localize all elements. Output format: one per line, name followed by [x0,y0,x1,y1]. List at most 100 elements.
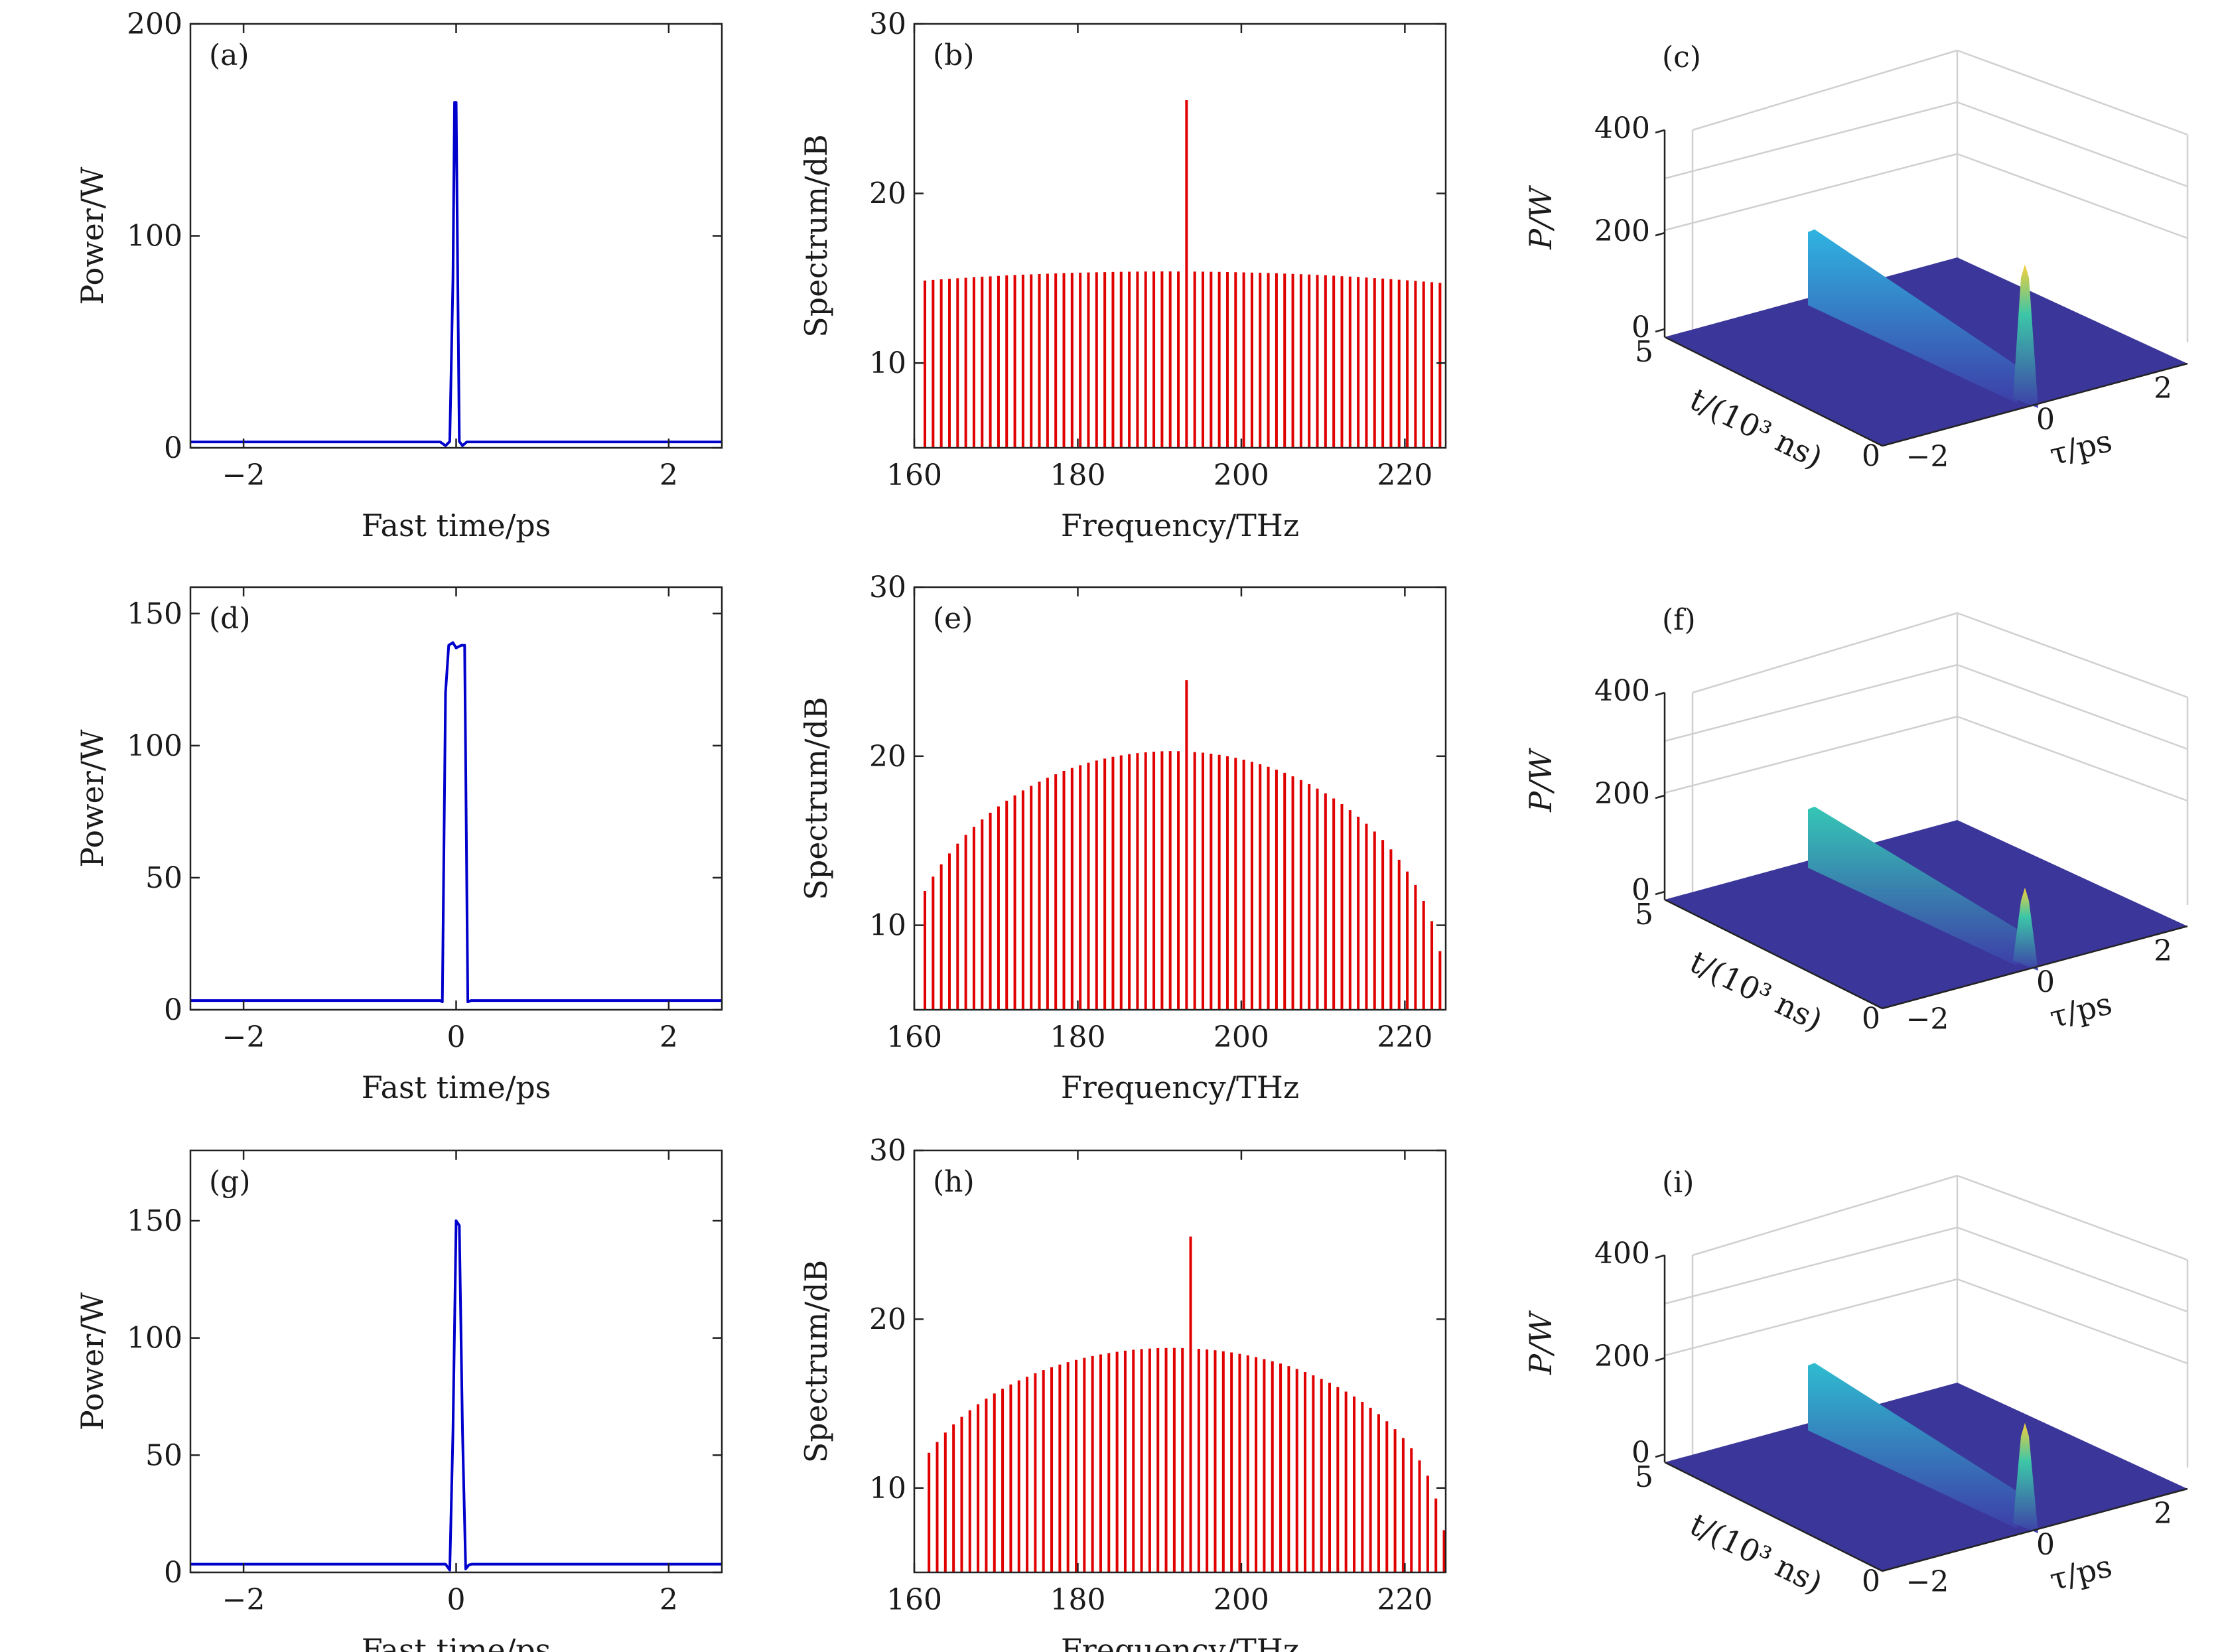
x-tick-label-g-0: −2 [222,1583,265,1617]
x-tick-label-e-0: 160 [886,1020,942,1054]
grid-hline-left-f-1 [1664,715,1958,794]
surface-spike-i [2013,1422,2038,1533]
t-axis-line-c [1664,336,1883,447]
z-axis-label-c: P/W [1523,184,1559,249]
y-tick-label-h-1: 20 [869,1302,906,1336]
y-tick-label-g-1: 50 [145,1438,182,1472]
z-tick-i-2 [1655,1254,1665,1259]
grid-hline-right-c-1 [1957,153,2188,240]
z-tick-f-1 [1655,794,1665,799]
y-tick-label-h-2: 30 [869,1134,906,1168]
tau-axis-label-i: τ/ps [2046,1548,2115,1598]
x-tick-label-d-2: 2 [659,1020,678,1054]
x-tick-label-a-0: −2 [222,458,265,492]
z-tick-label-i-1: 200 [1594,1340,1650,1373]
t-axis-line-f [1664,898,1883,1010]
t-tick-label-i-0: 0 [1862,1564,1880,1598]
y-tick-label-e-0: 10 [869,909,906,943]
x-tick-label-g-2: 2 [659,1583,678,1617]
y-tick-label-d-2: 100 [127,729,182,763]
x-axis-label-a: Fast time/ps [362,508,551,543]
x-axis-label-b: Frequency/THz [1061,508,1299,543]
tau-tick-label-c-0: −2 [1906,440,1949,474]
panel-d: −2 0 2 0 50 100 150 Fast time/ps Power/W (d) [74,586,723,1105]
data-series-a [190,101,722,447]
z-tick-label-c-2: 400 [1594,111,1650,145]
z-tick-label-f-2: 400 [1594,674,1650,708]
tau-tick-label-f-2: 2 [2154,934,2172,968]
z-tick-label-f-0: 0 [1631,873,1650,907]
surface-spike-f [2013,887,2038,971]
z-tick-label-f-1: 200 [1594,777,1650,811]
x-tick-label-e-2: 200 [1214,1020,1269,1054]
x-tick-label-e-3: 220 [1377,1020,1432,1054]
x-tick-label-d-0: −2 [222,1020,265,1054]
z-tick-i-1 [1655,1357,1665,1362]
data-series-g [190,1219,722,1572]
x-tick-label-b-0: 160 [886,458,942,492]
tau-tick-label-i-0: −2 [1906,1565,1949,1599]
z-tick-c-1 [1655,232,1665,237]
grid-hline-left-i-0 [1664,1226,1958,1305]
grid-hline-right-i-1 [1957,1278,2188,1365]
axes-frame-d [189,586,723,1011]
panel-a: −2 2 0 100 200 Fast time/ps Power/W (a) [74,7,723,543]
z-axis-label-i: P/W [1523,1310,1559,1375]
tau-axis-line-i [1882,1487,2188,1572]
tau-tick-label-f-0: −2 [1906,1002,1949,1036]
panel-label-e: (e) [933,602,973,636]
power-line-g-0 [190,1219,722,1572]
panel-e: 160 180 200 220 10 20 30 Frequency/THz Spectrum/… [798,571,1447,1105]
data-series-h [928,1236,1446,1572]
axes-frame-h [913,1149,1447,1574]
t-tick-label-f-0: 0 [1862,1002,1880,1036]
t-tick-label-c-0: 0 [1862,439,1880,473]
z-tick-i-0 [1655,1453,1665,1458]
t-axis-line-i [1664,1461,1883,1572]
data-series-e [924,680,1442,1010]
x-axis-label-d: Fast time/ps [362,1069,551,1105]
y-tick-label-e-1: 20 [869,740,906,774]
grid-hline-left-c-0 [1664,101,1958,180]
x-axis-label-e: Frequency/THz [1061,1069,1299,1105]
axes-frame-g [189,1149,723,1574]
x-tick-label-h-1: 180 [1050,1583,1105,1617]
panel-label-b: (b) [933,38,975,72]
y-tick-label-b-2: 30 [869,7,906,41]
grid-back-top-right-c [1957,49,2188,136]
y-tick-label-b-0: 10 [869,346,906,380]
tau-axis-label-c: τ/ps [2046,423,2115,472]
panel-label-c: (c) [1662,40,1701,74]
tau-axis-line-c [1882,362,2188,447]
y-tick-label-g-0: 0 [164,1556,182,1590]
x-tick-label-a-2: 2 [659,458,678,492]
panel-label-i: (i) [1662,1166,1694,1200]
y-axis-label-b: Spectrum/dB [798,134,834,337]
x-tick-label-h-0: 160 [886,1583,942,1617]
axes-frame-e [913,586,1447,1011]
data-series-d [190,641,722,1004]
z-tick-label-i-0: 0 [1631,1436,1650,1470]
panel-label-g: (g) [209,1165,251,1199]
data-series-b [924,100,1442,448]
tau-tick-label-c-1: 0 [2036,403,2055,437]
surface-ridge-c [1808,229,2024,403]
y-axis-label-d: Power/W [74,729,110,868]
panel-label-h: (h) [933,1165,975,1199]
x-tick-label-h-3: 220 [1377,1583,1432,1617]
grid-hline-right-i-0 [1957,1226,2188,1313]
z-tick-label-c-1: 200 [1594,214,1650,248]
t-tick-label-i-1: 5 [1635,1460,1653,1494]
tau-tick-label-i-2: 2 [2154,1497,2172,1531]
panel-label-a: (a) [209,38,249,72]
y-axis-label-h: Spectrum/dB [798,1260,834,1463]
y-tick-label-a-1: 100 [127,220,182,253]
y-tick-label-h-0: 10 [869,1472,906,1505]
y-axis-label-g: Power/W [74,1292,110,1430]
y-tick-label-d-0: 0 [164,993,182,1027]
grid-hline-right-c-0 [1957,101,2188,188]
